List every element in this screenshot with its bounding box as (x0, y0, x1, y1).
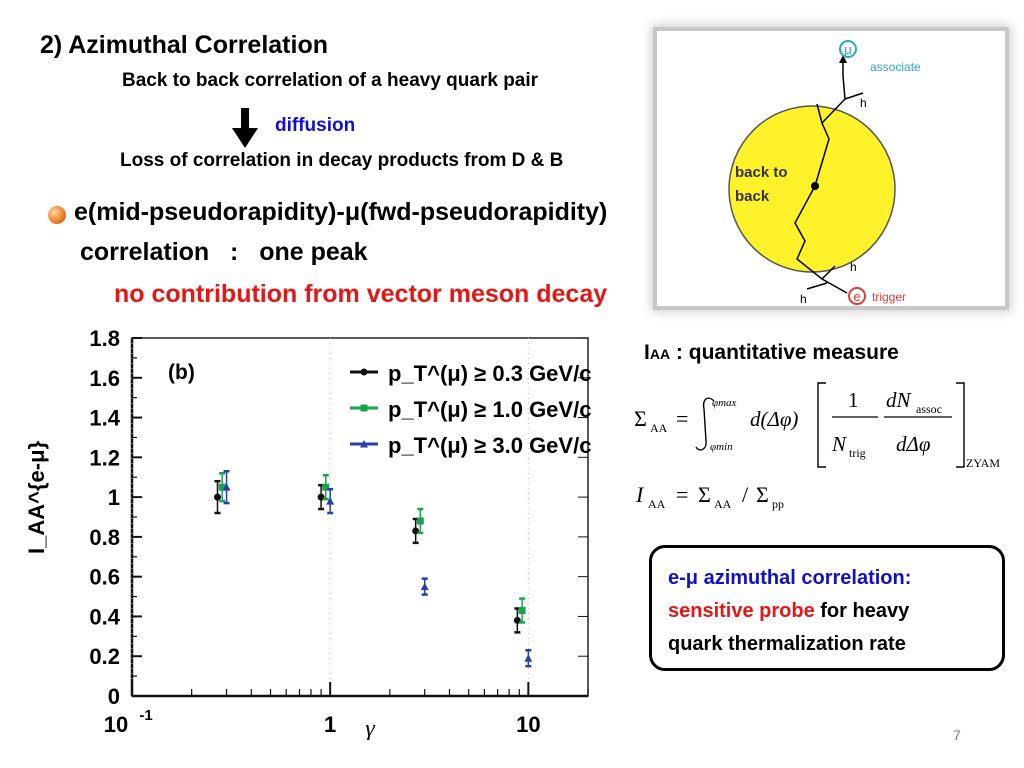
callout-line-3: quark thermalization rate (668, 633, 906, 655)
zyam-sub: ZYAM (966, 456, 1000, 470)
h-label-right: h (850, 260, 857, 274)
y-tick-label: 0.6 (89, 565, 120, 590)
x-axis-label: γ (365, 716, 375, 740)
bullet-icon (48, 206, 66, 224)
down-arrow-icon (232, 108, 258, 148)
h-label-bottom: h (800, 292, 807, 306)
center-dot (811, 182, 819, 190)
e-label: e (853, 289, 860, 304)
back-label-2: back (735, 188, 770, 205)
x-tick-label: 10 (104, 712, 128, 737)
data-point (326, 497, 335, 505)
trigger-label: trigger (872, 290, 906, 304)
legend-label: p_T^(μ) ≥ 3.0 GeV/c (388, 433, 591, 458)
iaa-formula: Σ AA = φmax φmin d(Δφ) 1 N trig dN assoc… (634, 382, 1000, 511)
right-bracket (956, 382, 965, 468)
legend-marker (360, 368, 368, 376)
sigma-symbol: Σ (634, 406, 647, 431)
data-point (513, 616, 521, 624)
data-point (322, 483, 330, 491)
bullet-line-1: e(mid-pseudorapidity)-μ(fwd-pseudorapidi… (74, 198, 608, 226)
quark-path-2 (794, 185, 848, 294)
callout-line-1: e-μ azimuthal correlation: (668, 567, 912, 589)
y-tick-label: 0.4 (89, 604, 120, 629)
iaa-sub: AA (649, 346, 671, 362)
sigma-aa-sub-2: AA (714, 497, 732, 511)
e-circle (848, 287, 866, 305)
n-trig: N (831, 432, 847, 456)
x-tick-label: 10 (516, 712, 540, 737)
numerator-one: 1 (848, 388, 859, 412)
iaa-plot: 0 0.2 0.4 0.6 0.8 1 1.2 1.4 1.6 1.8 10 -1 1 10 γ I_AA^{… (20, 322, 612, 742)
slide-title: 2) Azimuthal Correlation (40, 31, 328, 59)
diffusion-label: diffusion (275, 115, 356, 136)
data-point (416, 517, 424, 525)
y-tick-label: 1.2 (89, 445, 120, 470)
y-tick-label: 1.6 (89, 366, 120, 391)
y-tick-label: 0.8 (89, 525, 120, 550)
i-symbol: I (635, 482, 645, 507)
sigma-aa-sub: AA (650, 421, 668, 435)
iaa-prefix: I (644, 341, 650, 364)
data-point (218, 483, 226, 491)
subtitle-bottom: Loss of correlation in decay products fr… (120, 150, 564, 171)
panel-label: (b) (168, 361, 195, 384)
left-bracket (817, 382, 826, 468)
i-aa-sub: AA (648, 497, 666, 511)
integral-sign (695, 397, 715, 451)
back-label-1: back to (735, 164, 788, 181)
slash: / (742, 482, 749, 507)
iaa-text: : quantitative measure (670, 341, 899, 364)
x-tick-label-exponent: -1 (139, 707, 152, 724)
associate-label: associate (870, 60, 921, 74)
callout-line-2: sensitive probe for heavy (668, 595, 986, 628)
callout-box: e-μ azimuthal correlation: sensitive pro… (649, 545, 1005, 671)
subtitle-top: Back to back correlation of a heavy quar… (122, 70, 539, 91)
sigma-pp-sub: pp (772, 497, 784, 511)
bullet-line-2: correlation : one peak (80, 238, 368, 266)
y-tick-label: 0.2 (89, 644, 120, 669)
equals-sign: = (676, 406, 688, 431)
callout-red: sensitive probe (668, 600, 815, 622)
data-point (222, 483, 231, 491)
x-tick-label: 1 (324, 712, 336, 737)
y-axis-label: I_AA^{e-μ} (24, 440, 49, 554)
data-point (213, 493, 221, 501)
legend-label: p_T^(μ) ≥ 0.3 GeV/c (388, 361, 591, 386)
data-point (420, 582, 429, 591)
iaa-heading: IAA : quantitative measure (644, 341, 899, 365)
y-tick-label: 1 (108, 485, 120, 510)
h-label-top: h (860, 96, 867, 110)
assoc-sub: assoc (916, 402, 942, 416)
trig-sub: trig (849, 446, 866, 460)
plot-frame (131, 337, 589, 697)
correlation-diagram: μ associate h back to back h h e trigger (657, 31, 1005, 306)
data-point (524, 654, 533, 662)
d-dphi: d(Δφ) (750, 407, 798, 431)
sigma-aa: Σ (698, 482, 711, 507)
y-tick-label: 1.4 (89, 406, 120, 431)
phi-min: φmin (710, 441, 733, 453)
data-point (518, 606, 526, 614)
mu-label: μ (844, 42, 852, 57)
legend-marker (360, 404, 368, 412)
chart-svg: 0 0.2 0.4 0.6 0.8 1 1.2 1.4 1.6 1.8 10 -1 1 10 γ I_AA^{… (24, 326, 591, 742)
mu-circle (839, 40, 857, 58)
y-tick-label: 1.8 (89, 326, 120, 351)
diagram-circle (728, 105, 896, 273)
sigma-pp: Σ (756, 482, 769, 507)
bullet-line-3: no contribution from vector meson decay (114, 280, 608, 308)
phi-max: φmax (712, 397, 737, 409)
legend-label: p_T^(μ) ≥ 1.0 GeV/c (388, 397, 591, 422)
legend-marker (360, 440, 368, 448)
diagram-svg: μ associate h back to back h h e trigger (728, 40, 921, 306)
equals-sign-2: = (676, 482, 688, 507)
dn-assoc: dN (886, 388, 912, 412)
d-delta-phi: dΔφ (896, 432, 931, 456)
y-tick-label: 0 (108, 684, 120, 709)
page-number: 7 (953, 727, 961, 743)
callout-rest: for heavy (814, 600, 910, 622)
